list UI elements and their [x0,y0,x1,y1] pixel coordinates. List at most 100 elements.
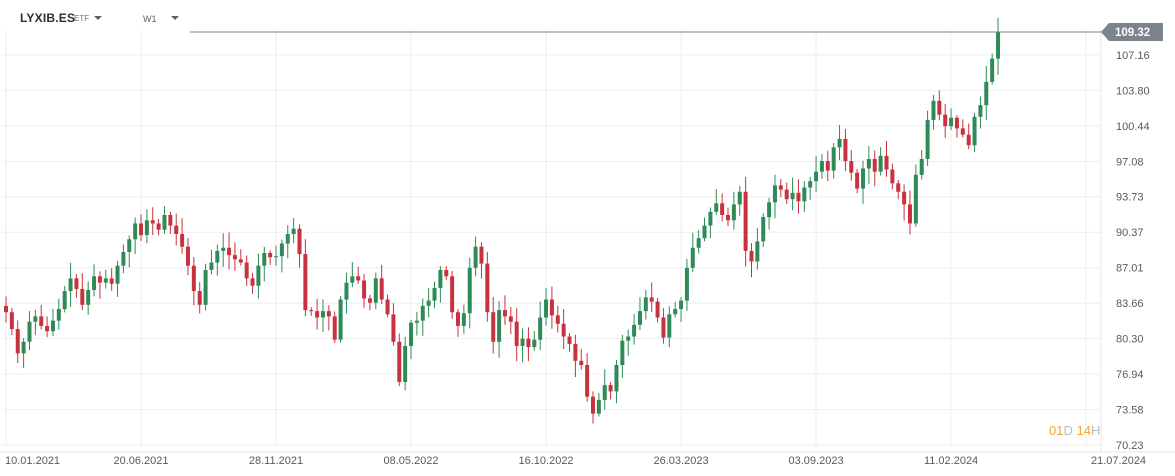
candle-body [250,278,255,286]
candle-body [497,310,502,342]
candle-body [56,309,61,321]
y-tick-label: 93.73 [1116,192,1144,204]
candle-body [796,192,801,202]
candle-body [632,324,637,337]
candle-body [203,269,208,305]
candle-body [661,317,666,338]
candle-body [127,239,132,252]
candle-body [74,278,79,289]
candle-body [356,276,361,281]
candle-body [50,320,55,332]
candle-body [561,323,566,337]
candle-body [133,223,138,240]
y-tick-label: 83.66 [1116,298,1144,310]
candle-body [931,100,936,120]
candle-body [485,263,490,313]
candle-body [954,117,959,129]
candle-body [819,161,824,172]
candle-body [684,267,689,301]
candle-body [39,316,44,326]
candle-body [737,191,742,205]
x-tick-label: 16.10.2022 [519,455,574,467]
candle-body [720,203,725,215]
candle-body [215,250,220,263]
candle-body [790,192,795,200]
candle-body [21,341,26,354]
candle-body [784,189,789,200]
x-tick-label: 10.01.2021 [5,455,60,467]
candle-body [350,276,355,283]
candle-body [591,396,595,414]
x-axis: 10.01.2021 20.06.2021 28.11.2021 08.05.2022… [5,455,1146,467]
candle-body [391,314,396,342]
y-tick-label: 80.30 [1116,334,1144,346]
candle-body [174,225,179,235]
candle-body [221,247,226,251]
countdown-hours-unit: H [1090,423,1101,438]
candle-body [878,155,883,172]
candle-body [555,315,560,324]
timeframe-dropdown-icon[interactable] [171,16,179,20]
symbol-dropdown-icon[interactable] [94,16,102,20]
candle-body [966,134,971,146]
candle-body [972,116,977,146]
y-tick-label: 87.01 [1116,263,1144,275]
candle-body [479,246,484,264]
candle-body [238,259,243,263]
candle-body [655,301,660,318]
candle-countdown: 01D 14H [1049,423,1100,438]
candle-body [866,158,871,169]
candle-body [637,311,642,325]
candle-body [602,385,607,400]
candle-body [403,346,408,382]
candle-body [913,174,918,224]
candle-body [438,269,443,288]
candle-body [890,169,895,184]
candle-body [814,171,819,182]
candle-body [362,280,367,299]
candle-body [943,114,948,127]
candle-body [714,203,719,212]
instrument-type-badge: ETF [74,14,90,23]
candle-body [409,322,414,347]
candle-body [614,365,619,392]
candle-body [473,246,478,268]
candle-body [27,321,32,342]
candle-body [702,225,707,239]
candle-body [103,278,108,283]
candle-body [585,365,590,397]
grid-lines [0,30,1175,453]
countdown-days-unit: D [1063,423,1073,438]
timeframe-label[interactable]: W1 [143,14,157,24]
candle-body [338,299,343,340]
y-tick-label: 73.58 [1116,405,1144,417]
candle-body [937,100,942,115]
candle-body [861,168,866,189]
candle-body [291,228,296,235]
candle-body [303,254,308,311]
candle-body [45,325,50,332]
candle-body [708,211,713,226]
candle-body [690,247,695,268]
candle-body [696,238,701,248]
candle-body [121,251,126,266]
candle-body [4,305,8,313]
x-tick-label: 03.09.2023 [789,455,844,467]
candle-body [68,278,73,292]
candle-body [831,147,836,171]
candle-body [549,299,554,316]
candle-body [520,338,525,347]
price-tag-shape [1101,23,1163,41]
candle-body [872,158,877,172]
symbol-label[interactable]: LYXIB.ES [20,11,76,25]
candle-body [332,316,337,340]
candle-body [274,256,279,258]
candle-body [949,117,954,127]
candle-body [320,311,325,318]
y-tick-label: 97.08 [1116,156,1144,168]
last-price-tag: 109.32 [1101,23,1163,41]
candle-body [514,321,519,347]
candle-body [244,262,249,279]
candle-body [673,309,678,315]
